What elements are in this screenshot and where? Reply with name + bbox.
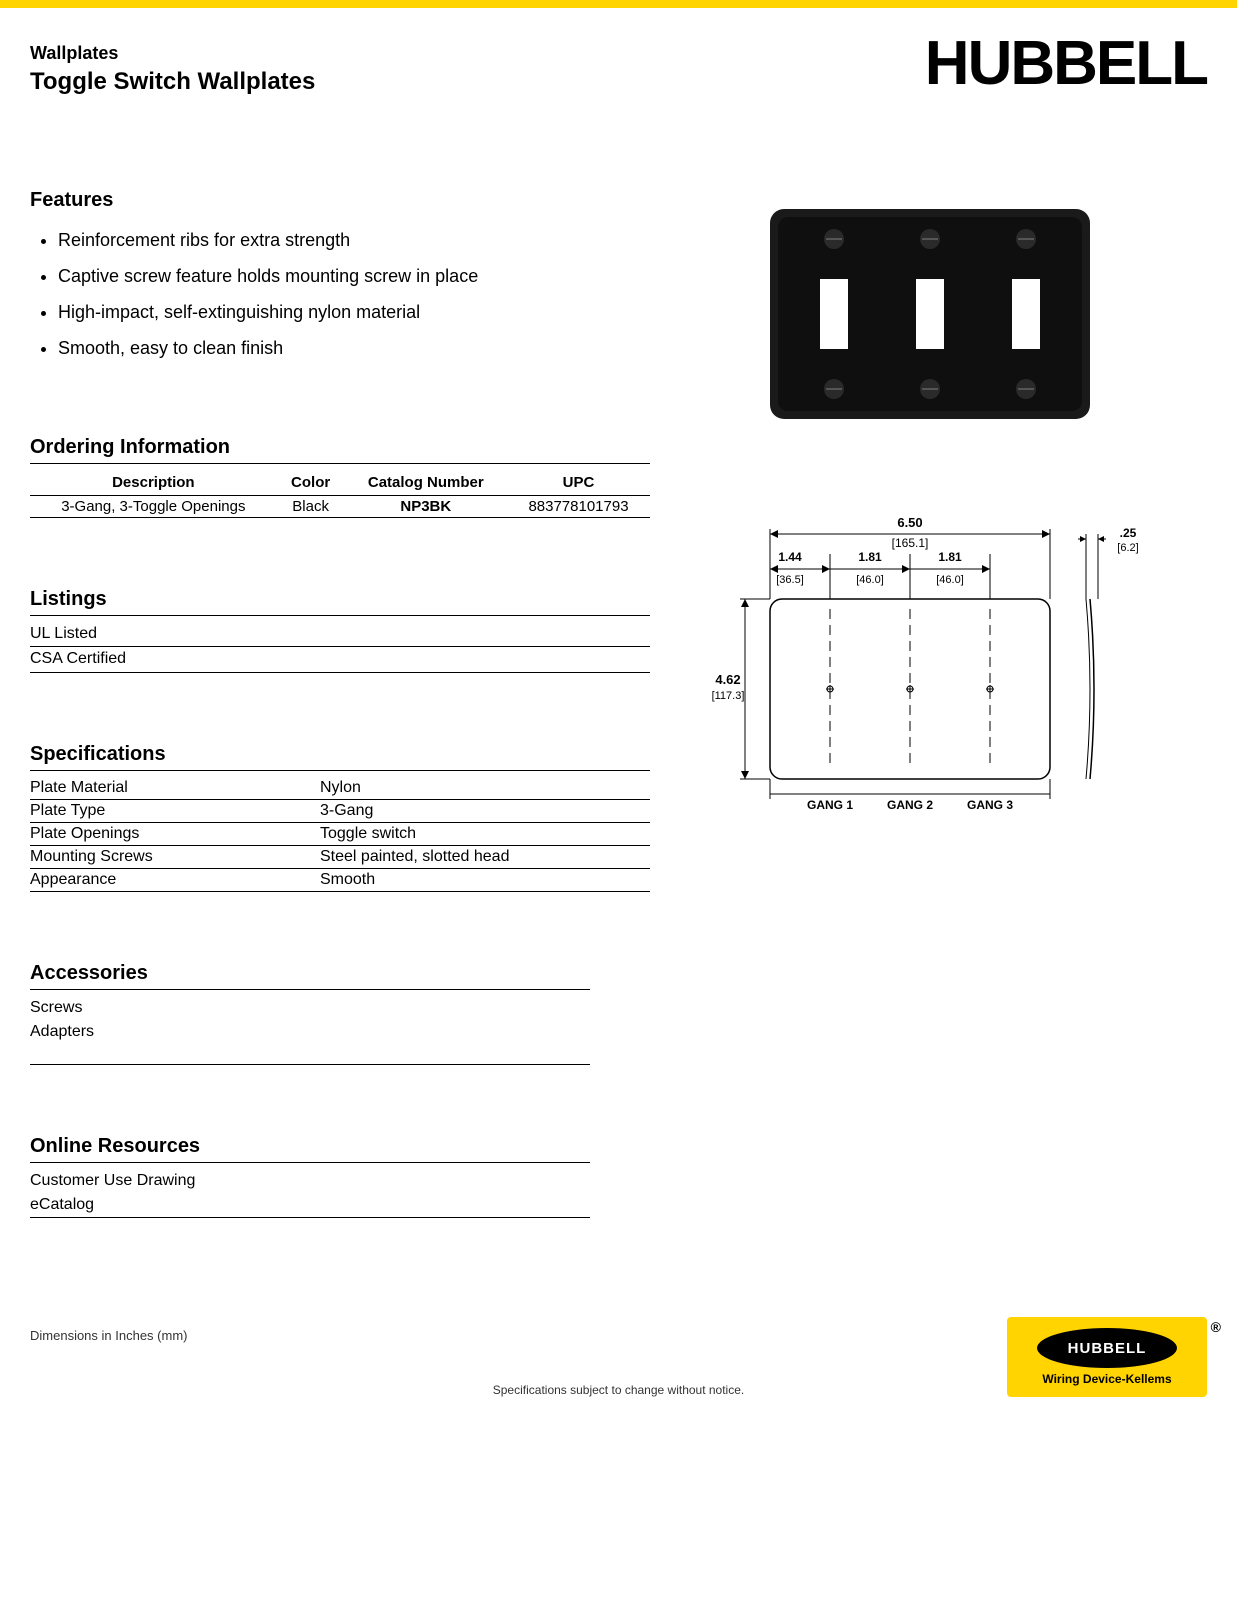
spec-label: Plate Openings [30,825,320,843]
specifications-section: Specifications Plate Material Nylon Plat… [30,743,650,892]
brand-logo-text: HUBBELL [925,28,1207,99]
ordering-col-description: Description [30,470,277,496]
gang-label-1: GANG 1 [807,798,853,812]
ordering-col-catalog: Catalog Number [345,470,507,496]
listing-item: CSA Certified [30,647,650,672]
listing-item: UL Listed [30,622,650,647]
accessories-list: Screws Adapters [30,996,590,1065]
features-heading: Features [30,189,650,216]
dim-height-mm: [117.3] [712,690,745,702]
resource-item: Customer Use Drawing [30,1169,590,1193]
ordering-table: Description Color Catalog Number UPC 3-G… [30,470,650,518]
top-yellow-bar [0,0,1237,8]
accessories-section: Accessories Screws Adapters [30,962,590,1065]
dim-gang1-offset: 1.44 [778,550,802,564]
product-image [760,199,1100,429]
feature-item: Reinforcement ribs for extra strength [58,222,650,258]
page: Wallplates Toggle Switch Wallplates HUBB… [0,0,1237,1417]
footer-logo-sub: Wiring Device-Kellems [1042,1372,1171,1386]
gang-label-2: GANG 2 [887,798,933,812]
resources-heading: Online Resources [30,1135,590,1163]
listings-heading: Listings [30,588,650,616]
spec-value: Smooth [320,871,650,889]
header-left: Wallplates Toggle Switch Wallplates [30,28,315,96]
spec-label: Plate Material [30,779,320,797]
spec-value: Nylon [320,779,650,797]
dim-height: 4.62 [715,672,740,687]
specifications-list: Plate Material Nylon Plate Type 3-Gang P… [30,777,650,892]
dim-gang-spacing-1-mm: [46.0] [856,574,884,586]
ordering-cell: 3-Gang, 3-Toggle Openings [30,496,277,518]
spec-label: Appearance [30,871,320,889]
spec-row: Appearance Smooth [30,869,650,892]
dim-gang-spacing-2-mm: [46.0] [936,574,964,586]
ordering-heading: Ordering Information [30,436,650,464]
footer-logo: ® HUBBELL Wiring Device-Kellems [1007,1317,1207,1397]
resources-section: Online Resources Customer Use Drawing eC… [30,1135,590,1219]
dim-gang-spacing-1: 1.81 [858,550,882,564]
footer-logo-oval: HUBBELL [1037,1328,1177,1368]
feature-item: Captive screw feature holds mounting scr… [58,258,650,294]
registered-mark: ® [1211,1319,1221,1335]
ordering-col-upc: UPC [507,470,650,496]
spec-row: Plate Material Nylon [30,777,650,800]
content: Features Reinforcement ribs for extra st… [0,109,1237,1308]
accessory-item: Adapters [30,1020,590,1044]
resource-item: eCatalog [30,1193,590,1218]
ordering-col-color: Color [277,470,345,496]
ordering-section: Ordering Information Description Color C… [30,436,650,518]
accessories-heading: Accessories [30,962,590,990]
category-label: Wallplates [30,43,315,64]
spec-label: Mounting Screws [30,848,320,866]
header: Wallplates Toggle Switch Wallplates HUBB… [0,8,1237,109]
feature-item: Smooth, easy to clean finish [58,330,650,366]
listings-list: UL Listed CSA Certified [30,622,650,673]
accessory-item: Screws [30,996,590,1020]
ordering-row: 3-Gang, 3-Toggle Openings Black NP3BK 88… [30,496,650,518]
ordering-cell: Black [277,496,345,518]
features-section: Features Reinforcement ribs for extra st… [30,189,650,366]
dim-depth-mm: [6.2] [1117,542,1138,554]
footer: Dimensions in Inches (mm) Specifications… [0,1308,1237,1417]
section-rule [30,1045,590,1065]
gang-label-3: GANG 3 [967,798,1013,812]
spec-label: Plate Type [30,802,320,820]
ordering-cell: 883778101793 [507,496,650,518]
footer-logo-text: HUBBELL [1068,1340,1147,1357]
spec-value: 3-Gang [320,802,650,820]
spec-value: Steel painted, slotted head [320,848,650,866]
dim-gang1-offset-mm: [36.5] [776,574,804,586]
page-title: Toggle Switch Wallplates [30,68,315,96]
right-column: 6.50 [165.1] 1.44 [36.5] 1.81 [46.0] [690,189,1170,1288]
dim-depth: .25 [1120,526,1137,540]
dim-width: 6.50 [897,515,922,530]
feature-item: High-impact, self-extinguishing nylon ma… [58,294,650,330]
resources-list: Customer Use Drawing eCatalog [30,1169,590,1219]
spec-row: Plate Type 3-Gang [30,800,650,823]
dim-width-mm: [165.1] [892,536,929,550]
features-list: Reinforcement ribs for extra strength Ca… [58,222,650,366]
spec-value: Toggle switch [320,825,650,843]
specifications-heading: Specifications [30,743,650,771]
left-column: Features Reinforcement ribs for extra st… [30,189,650,1288]
spec-row: Mounting Screws Steel painted, slotted h… [30,846,650,869]
dim-gang-spacing-2: 1.81 [938,550,962,564]
spec-row: Plate Openings Toggle switch [30,823,650,846]
ordering-cell: NP3BK [345,496,507,518]
listings-section: Listings UL Listed CSA Certified [30,588,650,673]
dimension-diagram: 6.50 [165.1] 1.44 [36.5] 1.81 [46.0] [690,509,1170,834]
